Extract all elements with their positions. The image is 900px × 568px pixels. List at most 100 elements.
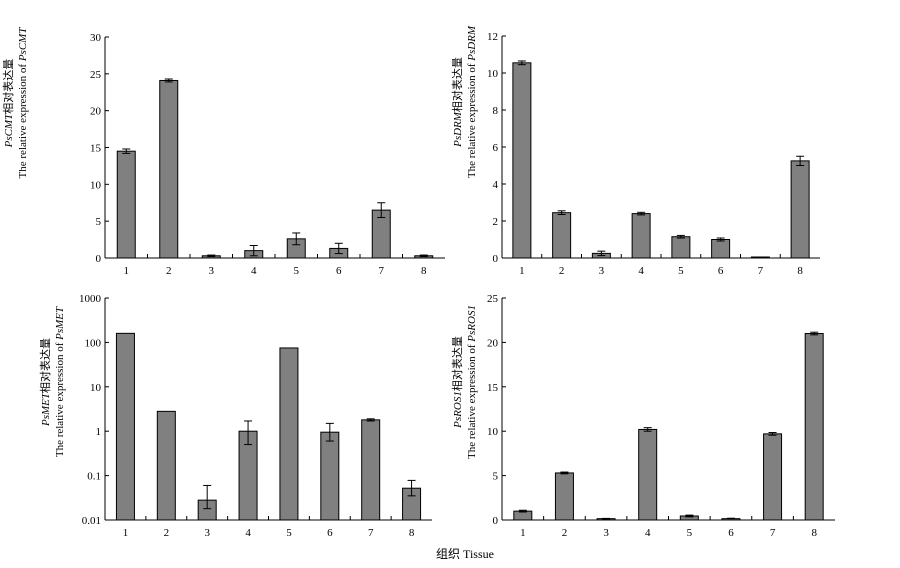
y-label-cn: 相对表达量: [450, 336, 464, 391]
y-label-gene: PsROS1: [466, 305, 478, 343]
x-tick-label: 8: [421, 265, 427, 277]
y-tick-label: 30: [90, 32, 102, 44]
y-label-en: The relative expression of: [466, 342, 478, 459]
bar: [115, 332, 135, 521]
x-tick-label: 7: [770, 527, 776, 539]
x-tick-label: 8: [797, 265, 803, 277]
y-axis-label: PsROS1相对表达量 The relative expression of Ps…: [450, 305, 478, 459]
y-label-gene: PsCMT: [17, 27, 29, 63]
y-label-en: The relative expression of: [17, 61, 29, 178]
x-tick-label: 7: [368, 527, 374, 539]
y-tick-label: 8: [493, 105, 499, 117]
y-axis-label: PsCMT相对表达量 The relative expression of PsC…: [1, 27, 29, 179]
y-tick-label: 15: [487, 382, 499, 394]
y-tick-label: 10: [90, 382, 102, 394]
y-tick-label: 20: [487, 337, 499, 349]
y-tick-label: 12: [487, 31, 498, 43]
y-tick-label: 4: [493, 179, 499, 191]
x-tick-label: 3: [204, 527, 210, 539]
x-tick-label: 1: [520, 527, 526, 539]
panel-psmet: 0.01 0.1 1 10 100 1000 1 2 3 4 5 6 7 8 PsMET相对表达量 The r…: [38, 293, 432, 539]
bar: [320, 431, 340, 521]
x-tick-label: 4: [638, 265, 644, 277]
y-tick-label: 0.01: [82, 515, 101, 527]
bar: [512, 62, 532, 259]
y-tick-label: 0: [493, 515, 499, 527]
y-tick-label: 100: [85, 337, 102, 349]
x-tick-label: 3: [603, 527, 609, 539]
bar: [554, 472, 574, 521]
bar: [116, 150, 136, 259]
y-label-gene: PsROS1: [452, 391, 464, 429]
x-tick-label: 4: [245, 527, 251, 539]
x-tick-label: 5: [294, 265, 300, 277]
y-label-cn: 相对表达量: [450, 57, 464, 112]
bar: [631, 213, 651, 259]
x-tick-label: 5: [687, 527, 693, 539]
y-tick-label: 5: [96, 216, 102, 228]
x-tick-label: 2: [562, 527, 568, 539]
bar: [279, 347, 299, 521]
bar: [361, 419, 381, 521]
y-tick-label: 0.1: [87, 471, 101, 483]
x-tick-label: 7: [379, 265, 385, 277]
x-tick-label: 5: [678, 265, 684, 277]
x-tick-label: 2: [164, 527, 170, 539]
bar: [763, 433, 783, 521]
x-tick-label: 6: [327, 527, 333, 539]
bar: [638, 428, 658, 521]
y-tick-label: 0: [96, 253, 102, 265]
x-tick-label: 8: [409, 527, 415, 539]
y-label-gene: PsDRM: [466, 25, 478, 62]
bar: [552, 212, 572, 259]
y-tick-label: 10: [487, 426, 499, 438]
x-tick-label: 4: [251, 265, 257, 277]
x-tick-label: 8: [811, 527, 817, 539]
y-tick-label: 10: [90, 179, 102, 191]
y-label-cn: 相对表达量: [1, 59, 15, 114]
y-label-en: The relative expression of: [54, 340, 66, 457]
x-axis-label: 组织 Tissue: [436, 547, 494, 561]
x-tick-label: 1: [123, 527, 129, 539]
y-tick-label: 20: [90, 106, 102, 118]
x-tick-label: 6: [336, 265, 342, 277]
x-tick-label: 1: [124, 265, 130, 277]
y-tick-label: 6: [493, 142, 499, 154]
y-label-cn: 相对表达量: [38, 338, 52, 393]
y-tick-label: 15: [90, 143, 102, 155]
panel-psros1: 0 5 10 15 20 25 1 2 3 4 5 6 7 8 PsROS1相对表达量 The relativ…: [450, 293, 835, 539]
y-axis-label: PsMET相对表达量 The relative expression of PsM…: [38, 306, 66, 457]
bar: [804, 333, 824, 521]
y-tick-label: 25: [487, 293, 499, 305]
bar: [159, 79, 179, 259]
y-tick-label: 1000: [79, 293, 102, 305]
y-tick-label: 5: [493, 471, 499, 483]
y-label-gene: PsMET: [54, 306, 66, 341]
y-tick-label: 2: [493, 216, 499, 228]
x-tick-label: 6: [718, 265, 724, 277]
x-tick-label: 7: [758, 265, 764, 277]
y-tick-label: 0: [493, 253, 499, 265]
y-label-gene: PsDRM: [452, 111, 464, 148]
y-tick-label: 10: [487, 68, 499, 80]
y-axis-label: PsDRM相对表达量 The relative expression of PsD…: [450, 25, 478, 178]
x-tick-label: 2: [559, 265, 565, 277]
x-tick-label: 3: [209, 265, 215, 277]
x-tick-label: 2: [166, 265, 172, 277]
bar: [711, 239, 731, 259]
bar: [790, 160, 810, 259]
panel-pscmt: 0 5 10 15 20 25 30 1 2 3 4 5 6 7 8 PsCMT相对表达量 The relati…: [1, 27, 445, 277]
x-tick-label: 5: [286, 527, 292, 539]
y-label-gene: PsMET: [40, 392, 52, 427]
x-tick-label: 6: [728, 527, 734, 539]
y-label-en: The relative expression of: [466, 61, 478, 178]
x-tick-label: 3: [599, 265, 605, 277]
x-tick-label: 1: [519, 265, 525, 277]
bar: [156, 410, 176, 521]
y-tick-label: 1: [96, 426, 102, 438]
y-tick-label: 25: [90, 69, 102, 81]
x-tick-label: 4: [645, 527, 651, 539]
bar: [671, 236, 691, 259]
